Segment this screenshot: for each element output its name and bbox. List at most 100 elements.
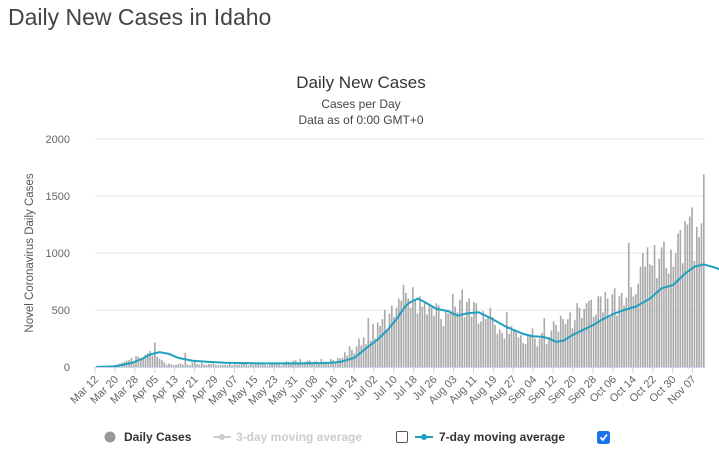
daily-cases-bar — [562, 319, 564, 367]
daily-cases-bar — [656, 278, 658, 367]
legend-label: Daily Cases — [124, 430, 192, 444]
daily-cases-bar — [304, 361, 306, 367]
daily-cases-bar — [409, 307, 412, 367]
daily-cases-bar — [348, 346, 351, 367]
daily-cases-bar — [271, 363, 273, 367]
daily-cases-bar — [573, 320, 576, 367]
daily-cases-bar — [219, 364, 222, 367]
daily-cases-bar — [630, 287, 632, 367]
daily-cases-bar — [634, 294, 637, 367]
daily-cases-bar — [487, 317, 489, 367]
daily-cases-bar — [264, 364, 266, 367]
daily-cases-bar — [207, 364, 210, 367]
daily-cases-bar — [365, 344, 367, 367]
daily-cases-bar — [144, 354, 147, 367]
daily-cases-bar — [226, 364, 229, 367]
daily-cases-bar — [301, 362, 304, 367]
daily-cases-bar — [700, 223, 703, 367]
daily-cases-bar — [149, 351, 151, 367]
daily-cases-bar — [606, 298, 609, 367]
daily-cases-bar — [566, 319, 569, 367]
daily-cases-bar — [170, 364, 173, 367]
daily-cases-bar — [520, 335, 522, 367]
daily-cases-bar — [168, 363, 170, 367]
daily-cases-bar — [398, 298, 400, 367]
daily-cases-bar — [210, 364, 212, 367]
daily-cases-bar — [400, 300, 402, 367]
daily-cases-bar — [463, 316, 466, 367]
daily-cases-bar — [592, 316, 595, 367]
daily-cases-bar — [137, 356, 140, 367]
daily-cases-bar — [470, 316, 473, 367]
legend: Daily Cases 3-day moving average 7-day mov… — [104, 430, 610, 444]
legend-item-3-day-average[interactable]: 3-day moving average — [213, 430, 362, 444]
daily-cases-bar — [186, 364, 189, 367]
daily-cases-bar — [571, 328, 574, 367]
daily-cases-bar — [660, 247, 663, 367]
daily-cases-bar — [609, 316, 611, 367]
daily-cases-bar — [386, 329, 388, 367]
daily-cases-bar — [222, 364, 224, 367]
daily-cases-bar — [538, 338, 541, 367]
daily-cases-bar — [468, 298, 471, 367]
daily-cases-bar — [484, 319, 487, 367]
daily-cases-bar — [212, 363, 215, 367]
daily-cases-bar — [536, 346, 539, 367]
daily-cases-bar — [196, 364, 198, 367]
daily-cases-bar — [402, 284, 405, 367]
daily-cases-bar — [156, 356, 158, 367]
daily-cases-bar — [372, 323, 374, 367]
daily-cases-bar — [632, 296, 635, 367]
daily-cases-bar — [341, 357, 344, 367]
daily-cases-bar — [360, 345, 363, 367]
daily-cases-bar — [322, 362, 325, 367]
daily-cases-bar — [245, 364, 248, 367]
daily-cases-bar — [407, 298, 410, 367]
line-marker-dot-icon — [421, 434, 427, 440]
daily-cases-bar — [393, 316, 395, 367]
daily-cases-bar — [585, 303, 588, 367]
daily-cases-bar — [503, 338, 506, 367]
daily-cases-bar — [590, 299, 593, 367]
daily-cases-bar — [139, 360, 142, 367]
daily-cases-bar — [480, 321, 482, 367]
daily-cases-bar — [510, 325, 513, 367]
daily-cases-bar — [489, 307, 492, 367]
daily-cases-bar — [175, 364, 177, 367]
daily-cases-bar — [283, 362, 285, 367]
daily-cases-bar — [205, 364, 208, 367]
daily-cases-bar — [273, 363, 276, 367]
daily-cases-bar — [142, 359, 144, 367]
daily-cases-bar — [353, 353, 356, 367]
daily-cases-bar — [395, 307, 398, 367]
daily-cases-bar — [247, 365, 250, 367]
daily-cases-bar — [627, 242, 630, 367]
daily-cases-bar — [311, 362, 313, 367]
daily-cases-bar — [505, 312, 508, 367]
daily-cases-bar — [332, 360, 334, 367]
daily-cases-bar — [491, 316, 494, 367]
daily-cases-bar — [259, 364, 262, 367]
checkbox-7-day-average[interactable] — [597, 431, 610, 444]
daily-cases-bar — [266, 365, 269, 367]
daily-cases-bar — [278, 364, 280, 367]
daily-cases-bar — [200, 363, 203, 367]
chart-title: Daily New Cases — [296, 73, 425, 92]
daily-cases-bar — [625, 297, 628, 367]
daily-cases-bar — [611, 294, 614, 367]
daily-cases-bar — [151, 355, 154, 367]
daily-cases-bar — [524, 344, 527, 367]
daily-cases-bar — [482, 311, 485, 367]
daily-cases-bar — [369, 340, 372, 367]
daily-cases-bar — [165, 364, 168, 367]
legend-item-daily-cases[interactable]: Daily Cases — [104, 430, 192, 444]
seven-day-average-line — [96, 263, 719, 368]
daily-cases-bar — [508, 333, 510, 367]
legend-item-7-day-average[interactable]: 7-day moving average — [415, 430, 565, 444]
daily-cases-bar — [639, 266, 642, 367]
daily-cases-bar — [557, 331, 560, 367]
checkbox-3-day-average[interactable] — [396, 431, 408, 443]
daily-cases-bar — [653, 245, 656, 367]
daily-cases-bar — [146, 353, 149, 367]
